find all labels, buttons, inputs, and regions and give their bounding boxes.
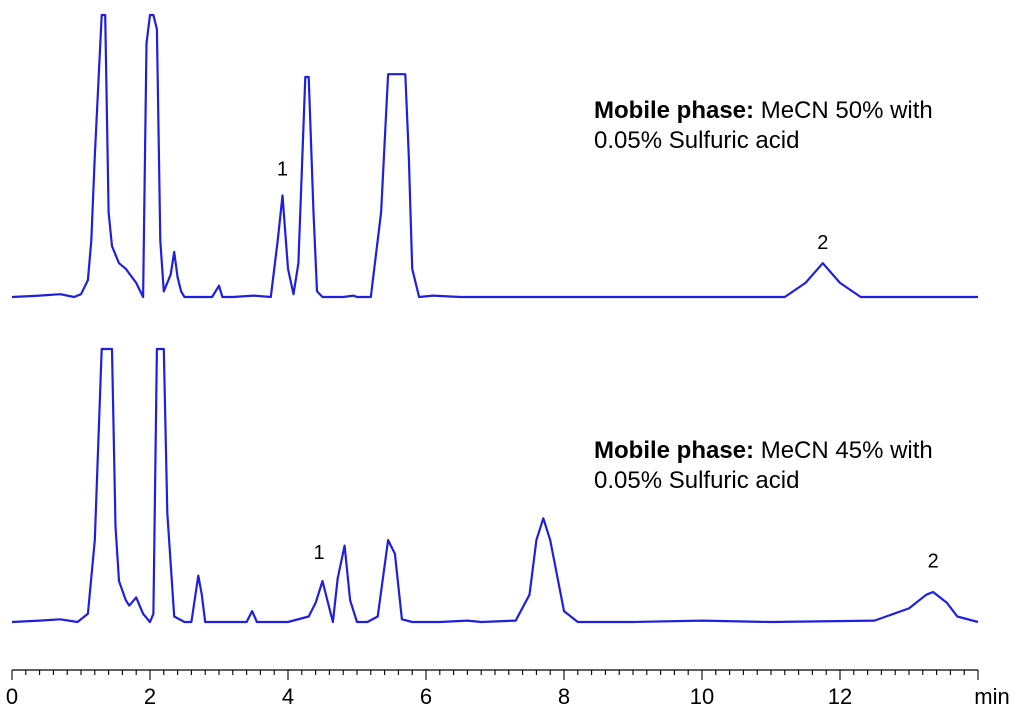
trace-bottom-peak-label-2: 2 <box>928 550 939 572</box>
annotation-top-text: MeCN 50% with <box>760 97 933 124</box>
annotation-top: Mobile phase: MeCN 50% with 0.05% Sulfur… <box>594 96 933 156</box>
x-tick-label-2: 2 <box>144 684 156 709</box>
annotation-top-bold: Mobile phase: <box>594 97 755 124</box>
annotation-bottom-bold: Mobile phase: <box>594 437 755 464</box>
annotation-bottom-line1: Mobile phase: MeCN 45% with <box>594 436 933 466</box>
trace-bottom-peak-label-1: 1 <box>313 542 324 564</box>
annotation-bottom-line2: 0.05% Sulfuric acid <box>594 467 800 494</box>
peak-labels-group: 1 2 1 2 <box>277 159 939 573</box>
x-tick-label-0: 0 <box>6 684 18 709</box>
x-tick-label-8: 8 <box>558 684 570 709</box>
annotation-bottom-text: MeCN 45% with <box>760 437 933 464</box>
traces-group <box>11 13 979 624</box>
x-tick-label-10: 10 <box>690 684 714 709</box>
trace-top-peak-label-1: 1 <box>277 159 288 181</box>
annotation-top-line1: Mobile phase: MeCN 50% with <box>594 96 933 126</box>
trace-top <box>11 13 978 299</box>
x-axis-unit-label: min <box>974 684 1009 709</box>
x-axis: 0 2 4 6 8 10 12 min <box>6 669 1010 709</box>
annotation-bottom: Mobile phase: MeCN 45% with 0.05% Sulfur… <box>594 436 933 496</box>
x-tick-label-12: 12 <box>828 684 852 709</box>
annotation-top-line2: 0.05% Sulfuric acid <box>594 127 800 154</box>
trace-top-peak-label-2: 2 <box>817 232 828 254</box>
x-tick-label-6: 6 <box>420 684 432 709</box>
trace-bottom <box>11 347 979 624</box>
x-tick-label-4: 4 <box>282 684 294 709</box>
